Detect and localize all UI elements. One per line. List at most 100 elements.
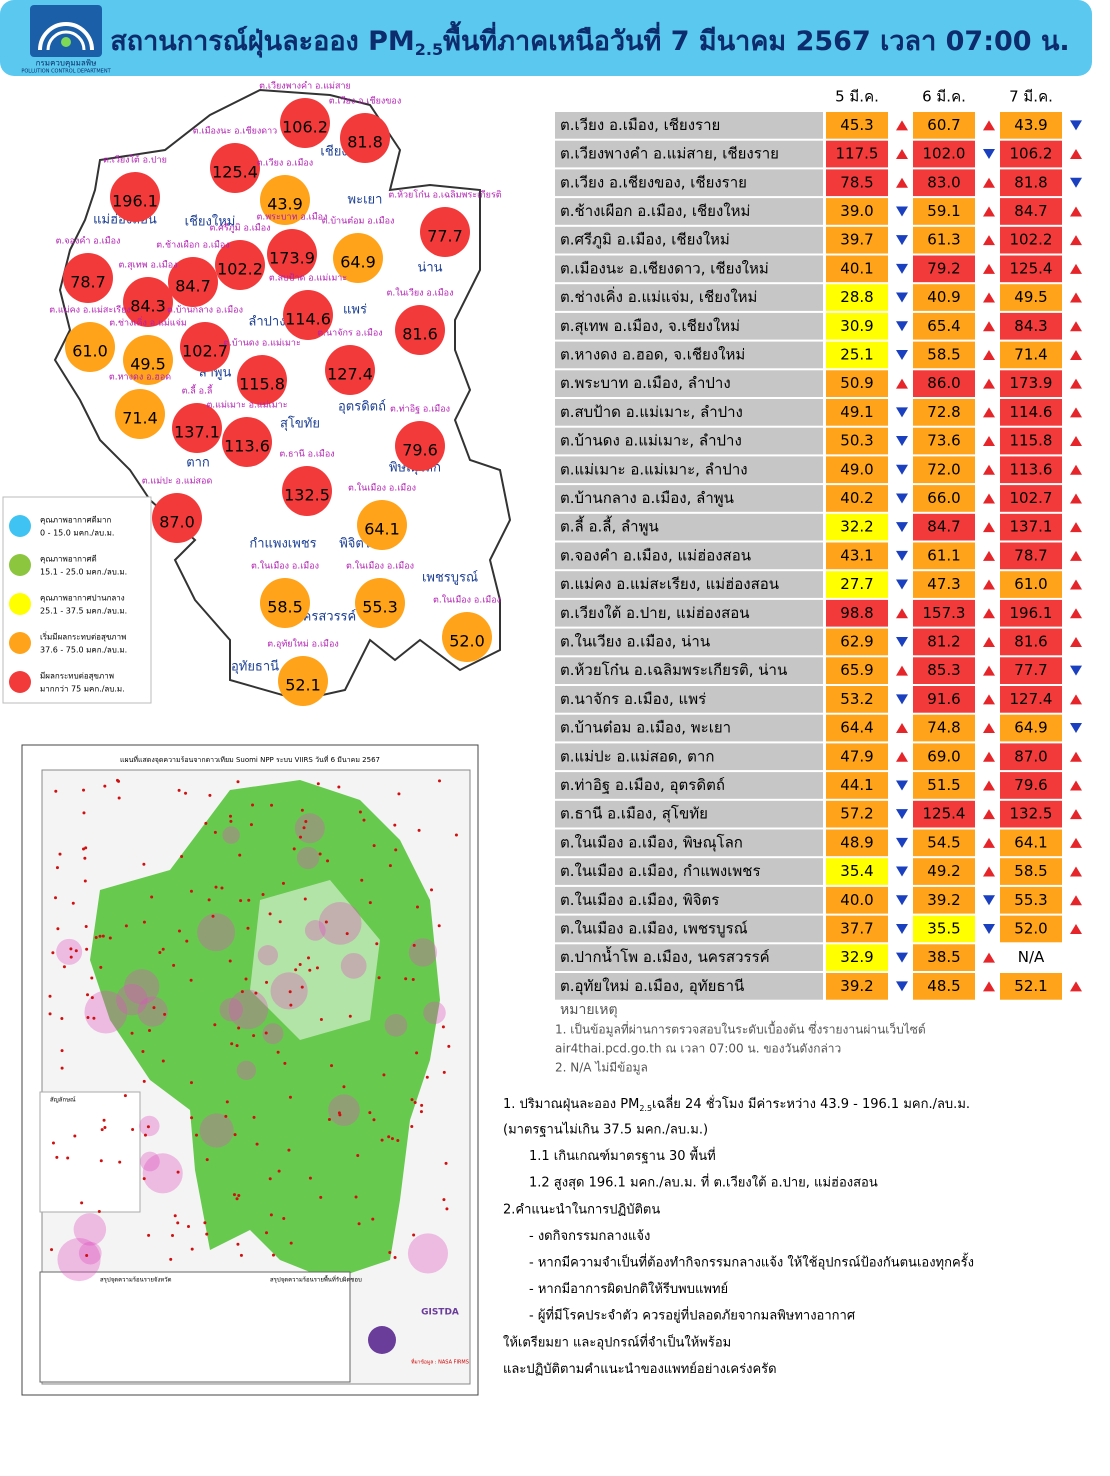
- hotspot: [236, 1242, 240, 1246]
- value-cell: [826, 800, 888, 828]
- hotspot: [189, 889, 193, 893]
- station-label: ต.บ้านต๋อม อ.เมือง: [322, 216, 395, 227]
- value-cell: [913, 886, 975, 914]
- satellite-legend: [39, 1091, 141, 1213]
- summary-line: 1.2 สูงสุด 196.1 มคก./ลบ.ม. ที่ ต.เวียงใ…: [529, 1174, 878, 1191]
- station-cell: [555, 944, 823, 971]
- value-text: 81.8: [1014, 173, 1047, 191]
- trend-up: [983, 665, 995, 676]
- hotspot: [239, 1253, 243, 1257]
- station-label: ต.เวียงใต้ อ.ปาย: [103, 155, 167, 166]
- value-text: 78.7: [1014, 546, 1047, 564]
- hotspot: [205, 1232, 209, 1236]
- hotspot: [185, 939, 189, 943]
- station-name: ต.ห้วยโก๋น อ.เฉลิมพระเกียรติ, น่าน: [560, 661, 787, 679]
- station-cell: [555, 485, 823, 512]
- value-text: 87.0: [1014, 747, 1047, 765]
- station-cell: [555, 599, 823, 627]
- haze: [408, 938, 438, 967]
- hotspot: [55, 866, 59, 870]
- trend-up: [1070, 206, 1082, 217]
- hotspot: [233, 1133, 237, 1137]
- station-name: ต.แม่คง อ.แม่สะเรียง, แม่ฮ่องสอน: [560, 575, 779, 593]
- station-cell: [555, 312, 823, 340]
- hotspot: [319, 1017, 323, 1021]
- station-bubble: [280, 98, 330, 148]
- value-cell: [1000, 399, 1062, 426]
- trend-down: [896, 636, 908, 647]
- hotspot: [208, 793, 212, 797]
- station-name: ต.ช้างเผือก อ.เมือง, เชียงใหม่: [560, 202, 750, 220]
- trend-up: [983, 349, 995, 360]
- station-name: ต.ธานี อ.เมือง, สุโขทัย: [560, 805, 708, 824]
- value-cell: [1000, 599, 1062, 627]
- station-name: ต.ศรีภูมิ อ.เมือง, เชียงใหม่: [560, 231, 730, 249]
- hotspot: [306, 956, 310, 960]
- value-cell: [1000, 657, 1062, 684]
- station-bubble: [267, 229, 317, 279]
- hotspot: [161, 1059, 165, 1063]
- station-name: ต.สบป้าด อ.แม่เมาะ, ลำปาง: [560, 403, 743, 421]
- value-cell: [1000, 686, 1062, 713]
- hotspot: [190, 1116, 194, 1120]
- hotspot: [117, 796, 121, 800]
- station-name: ต.ในเมือง อ.เมือง, พิจิตร: [560, 891, 719, 909]
- trend-up: [1070, 837, 1082, 848]
- hotspot: [131, 1127, 135, 1131]
- value-cell: [1000, 772, 1062, 799]
- trend-down: [896, 895, 908, 906]
- value-cell: [913, 427, 975, 455]
- hotspot: [100, 1128, 104, 1132]
- notes-title: หมายเหตุ: [560, 1002, 618, 1018]
- station-value: 79.6: [402, 441, 438, 460]
- hotspot: [117, 779, 121, 783]
- value-text: 113.6: [1010, 460, 1053, 478]
- value-cell: [1000, 255, 1062, 283]
- hotspot: [239, 899, 243, 903]
- station-label: ต.ลี้ อ.ลี้: [182, 384, 214, 397]
- legend-range: มากกว่า 75 มคก./ลบ.ม.: [40, 685, 125, 694]
- legend-swatch: [9, 515, 31, 537]
- trend-up: [983, 522, 995, 533]
- hotspot: [238, 853, 242, 857]
- station-bubble: [395, 305, 445, 355]
- trend-up: [1070, 493, 1082, 504]
- trend-up: [983, 177, 995, 188]
- hotspot: [173, 1214, 177, 1218]
- trend-up: [983, 723, 995, 734]
- hotspot: [410, 1098, 414, 1102]
- value-text: 71.4: [1014, 345, 1047, 363]
- hotspot: [410, 1124, 414, 1128]
- hotspot: [388, 1251, 392, 1255]
- value-text: 64.9: [1014, 719, 1047, 737]
- hotspot: [81, 847, 85, 851]
- hotspot: [315, 966, 319, 970]
- hotspot: [74, 949, 78, 953]
- hotspot: [48, 1012, 52, 1016]
- province-name: นครสวรรค์: [294, 609, 356, 625]
- trend-down: [1070, 120, 1082, 131]
- value-text: 32.2: [840, 518, 873, 536]
- hotspot: [375, 942, 379, 946]
- value-text: 81.6: [1014, 632, 1047, 650]
- station-bubble: [420, 207, 470, 257]
- haze: [228, 989, 269, 1030]
- station-value: 84.7: [175, 277, 211, 296]
- trend-up: [1070, 436, 1082, 447]
- value-text: 65.4: [927, 317, 960, 335]
- value-text: 137.1: [1010, 518, 1053, 536]
- value-cell: [826, 944, 888, 971]
- hotspot: [236, 780, 240, 784]
- trend-up: [896, 723, 908, 734]
- station-cell: [555, 772, 823, 799]
- hotspot: [277, 1169, 281, 1173]
- trend-up: [1070, 235, 1082, 246]
- hotspot: [362, 818, 366, 822]
- station-cell: [555, 686, 823, 713]
- station-cell: [555, 829, 823, 857]
- value-text: 74.8: [927, 719, 960, 737]
- hotspot: [141, 1049, 145, 1053]
- value-text: 49.0: [840, 460, 873, 478]
- value-text: 65.9: [840, 661, 873, 679]
- hotspot: [73, 1134, 77, 1138]
